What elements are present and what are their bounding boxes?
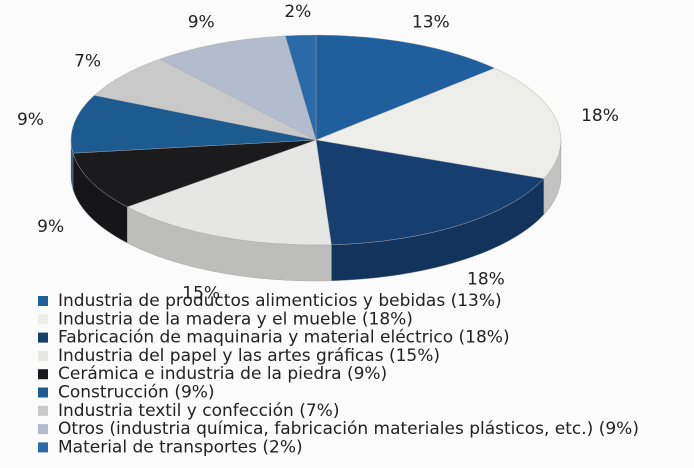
legend-swatch: [38, 442, 48, 453]
legend-label: Otros (industria química, fabricación ma…: [58, 419, 639, 439]
slice-label: 15%: [182, 284, 220, 304]
pie-slice: [72, 139, 317, 208]
slice-label: 2%: [284, 2, 311, 22]
legend-label: Industria de productos alimenticios y be…: [58, 291, 502, 311]
pie-slice: [315, 139, 545, 245]
slice-label: 9%: [188, 12, 215, 32]
slice-label: 7%: [74, 51, 101, 71]
legend-label: Construcción (9%): [58, 383, 215, 403]
legend-swatch: [38, 424, 48, 435]
pie-slice: [315, 34, 496, 141]
legend-swatch: [38, 296, 48, 306]
legend-label: Cerámica e industria de la piedra (9%): [58, 364, 387, 384]
pie-slice: [285, 34, 317, 141]
slice-label: 13%: [412, 12, 450, 32]
legend-label: Industria textil y confección (7%): [58, 401, 339, 421]
legend-swatch: [38, 369, 48, 380]
pie-slice: [93, 58, 317, 141]
pie-slice: [159, 35, 317, 141]
pie-slice: [70, 95, 317, 154]
legend-swatch: [38, 314, 48, 325]
slice-label: 9%: [17, 110, 44, 130]
legend-label: Industria del papel y las artes gráficas…: [58, 346, 440, 366]
legend-label: Material de transportes (2%): [58, 437, 303, 457]
legend-swatch: [38, 350, 48, 361]
slice-label: 9%: [37, 217, 64, 237]
legend-label: Fabricación de maquinaria y material elé…: [58, 328, 510, 348]
slice-label: 18%: [467, 270, 505, 290]
legend-swatch: [38, 405, 48, 416]
slice-label: 18%: [581, 106, 619, 126]
pie-slice: [126, 139, 332, 246]
legend-label: Industria de la madera y el mueble (18%): [58, 309, 413, 329]
legend-swatch: [38, 387, 48, 398]
legend-swatch: [38, 332, 48, 343]
pie-slice: [315, 67, 562, 179]
